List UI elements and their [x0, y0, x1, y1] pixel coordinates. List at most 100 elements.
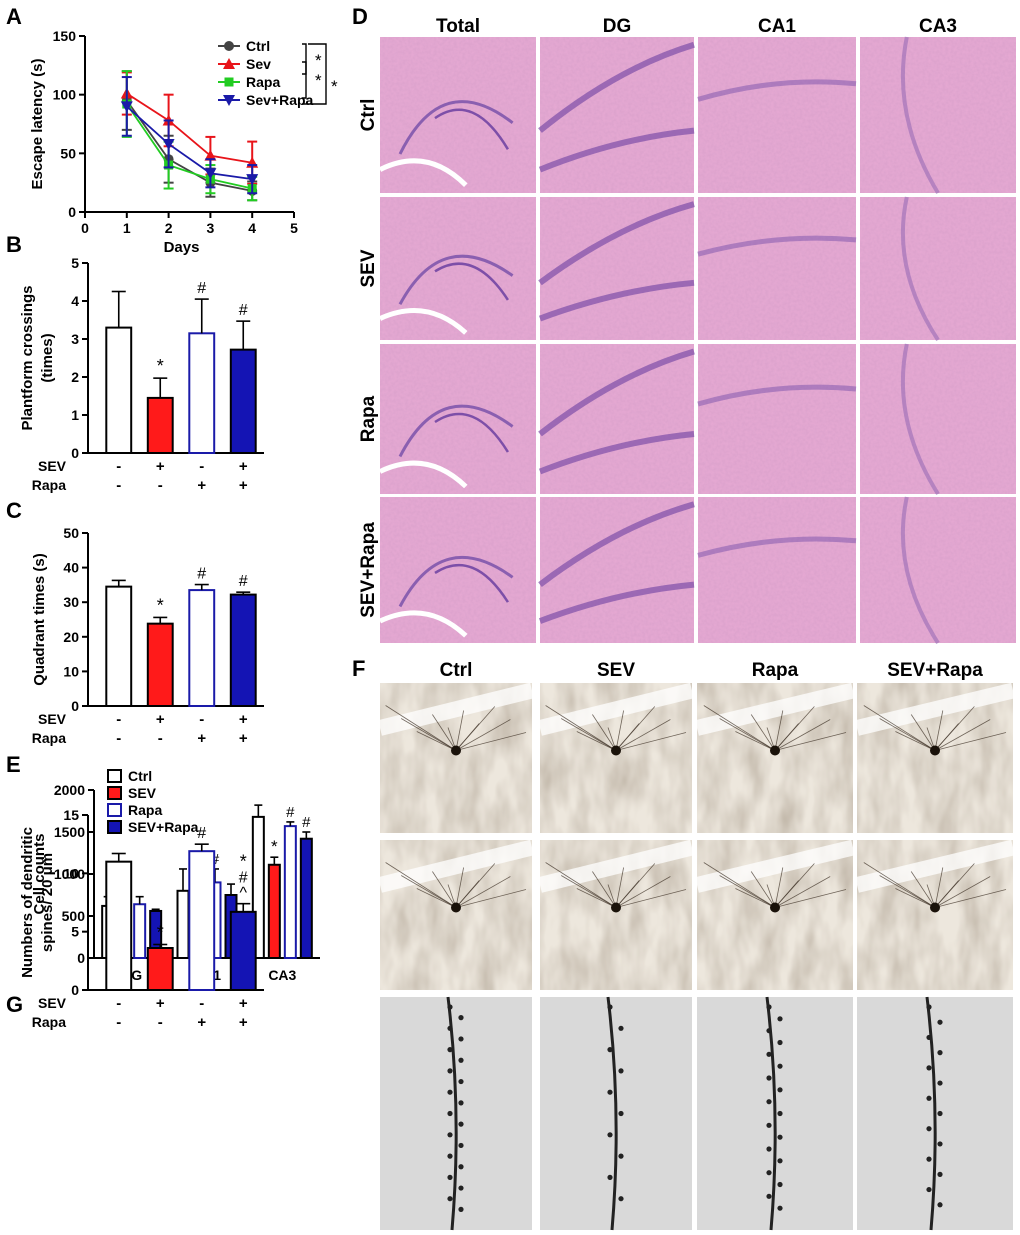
- significance-mark: *: [157, 356, 164, 376]
- y-tick-label: 0: [77, 950, 85, 966]
- dentate-gyrus-layer: [434, 262, 509, 301]
- dendrite: [703, 705, 776, 751]
- white-matter-band: [378, 839, 534, 893]
- marker-triangle-down: [223, 95, 235, 106]
- ventricle-gap: [378, 460, 468, 489]
- he-micrograph: [538, 344, 695, 494]
- bar: [146, 622, 174, 707]
- dendritic-spine: [458, 1185, 464, 1191]
- dendritic-spine: [607, 1047, 613, 1053]
- dendritic-spine: [618, 1196, 624, 1202]
- bar: [188, 850, 216, 992]
- dendrite: [400, 875, 457, 908]
- dendritic-spine: [607, 1004, 613, 1010]
- y-tick-label: 3: [71, 331, 79, 347]
- dendrite-segment: [765, 996, 777, 1231]
- rapa-sign: -: [158, 1014, 163, 1031]
- dendrite: [934, 867, 944, 908]
- dendrite: [863, 705, 936, 751]
- neuron-soma: [770, 745, 780, 756]
- sev-sign: +: [156, 458, 165, 475]
- legend-label: Ctrl: [246, 38, 270, 54]
- x-tick-label: 0: [81, 220, 89, 236]
- significance-mark: #: [239, 302, 248, 319]
- micrograph-background: [540, 344, 694, 494]
- panel-letter-g: G: [6, 992, 23, 1017]
- dendritic-spine: [447, 1004, 453, 1010]
- he-micrograph: [697, 344, 857, 494]
- white-matter-band: [538, 839, 694, 893]
- dentate-gyrus-layer: [434, 412, 509, 453]
- dendrite-segment: [606, 996, 618, 1231]
- dendritic-spine: [458, 1142, 464, 1149]
- significance-mark: #: [302, 814, 311, 831]
- bar: [146, 396, 174, 454]
- bar: [267, 863, 281, 960]
- rapa-sign: +: [197, 1014, 206, 1031]
- dendritic-spine: [937, 1141, 943, 1147]
- sev-sign: -: [199, 458, 204, 475]
- micrograph-background: [380, 197, 536, 340]
- dendritic-spine: [777, 1063, 783, 1069]
- dendrite: [774, 706, 815, 751]
- row-label-ctrl: Ctrl: [358, 99, 379, 132]
- column-header-ca1: CA1: [758, 16, 796, 37]
- dendritic-spine: [777, 1016, 783, 1022]
- dendrite: [934, 706, 975, 751]
- golgi-micrograph: [857, 996, 1013, 1231]
- dendrite: [879, 718, 936, 751]
- dendrite: [455, 732, 527, 751]
- dendrite: [455, 889, 527, 908]
- y-tick-label: 30: [63, 594, 79, 610]
- dendritic-spine: [447, 1068, 453, 1074]
- significance-bracket: [302, 43, 307, 75]
- significance-mark: *: [157, 595, 164, 615]
- dendritic-spine: [937, 1110, 943, 1117]
- white-matter-band: [378, 682, 534, 736]
- dendrite: [703, 862, 776, 908]
- he-micrograph: [860, 36, 1016, 195]
- micrograph-background: [698, 344, 856, 494]
- neuron-soma: [451, 745, 461, 756]
- granule-cell-layer: [538, 501, 695, 587]
- bar: [283, 825, 297, 959]
- y-tick-label: 5: [71, 924, 79, 940]
- dendrite: [592, 871, 617, 908]
- bar: [105, 860, 133, 992]
- micrograph-background: [860, 197, 1016, 340]
- micrograph-background: [698, 197, 856, 340]
- dendritic-spine: [618, 1025, 624, 1031]
- dendritic-spine: [458, 1164, 464, 1170]
- dendritic-spine: [618, 1110, 624, 1117]
- y-tick-label: 150: [53, 28, 77, 44]
- micrograph-background: [380, 344, 536, 494]
- white-matter-band: [538, 682, 694, 736]
- panel-letter-d: D: [352, 4, 368, 29]
- pyramidal-layer: [697, 536, 857, 558]
- y-axis-label: Quadrant times (s): [31, 553, 48, 686]
- dendritic-spine: [777, 1110, 783, 1117]
- legend-label: Rapa: [246, 74, 280, 90]
- dendrite: [774, 719, 831, 751]
- y-axis-label: (times): [39, 333, 56, 382]
- micrograph-background: [698, 497, 856, 643]
- legend-swatch: [107, 769, 122, 783]
- x-tick-label: 1: [123, 220, 131, 236]
- dendrite: [774, 867, 784, 908]
- marker-triangle-down: [120, 101, 133, 113]
- marker-circle: [224, 41, 234, 51]
- rapa-sign: -: [116, 730, 121, 747]
- significance-bracket: [302, 61, 307, 99]
- dendritic-spine: [607, 1089, 613, 1095]
- dendritic-spine: [447, 1196, 453, 1202]
- white-matter-band: [695, 682, 855, 736]
- x-tick-label: 2: [165, 220, 173, 236]
- y-tick-label: 2: [71, 369, 79, 385]
- pyramidal-layer: [697, 384, 857, 407]
- he-micrograph: [860, 496, 1016, 645]
- dendrite: [455, 863, 496, 908]
- bar: [229, 348, 257, 455]
- dendritic-spine: [777, 1134, 783, 1140]
- dendrite: [719, 718, 776, 751]
- granule-cell-layer: [538, 431, 695, 475]
